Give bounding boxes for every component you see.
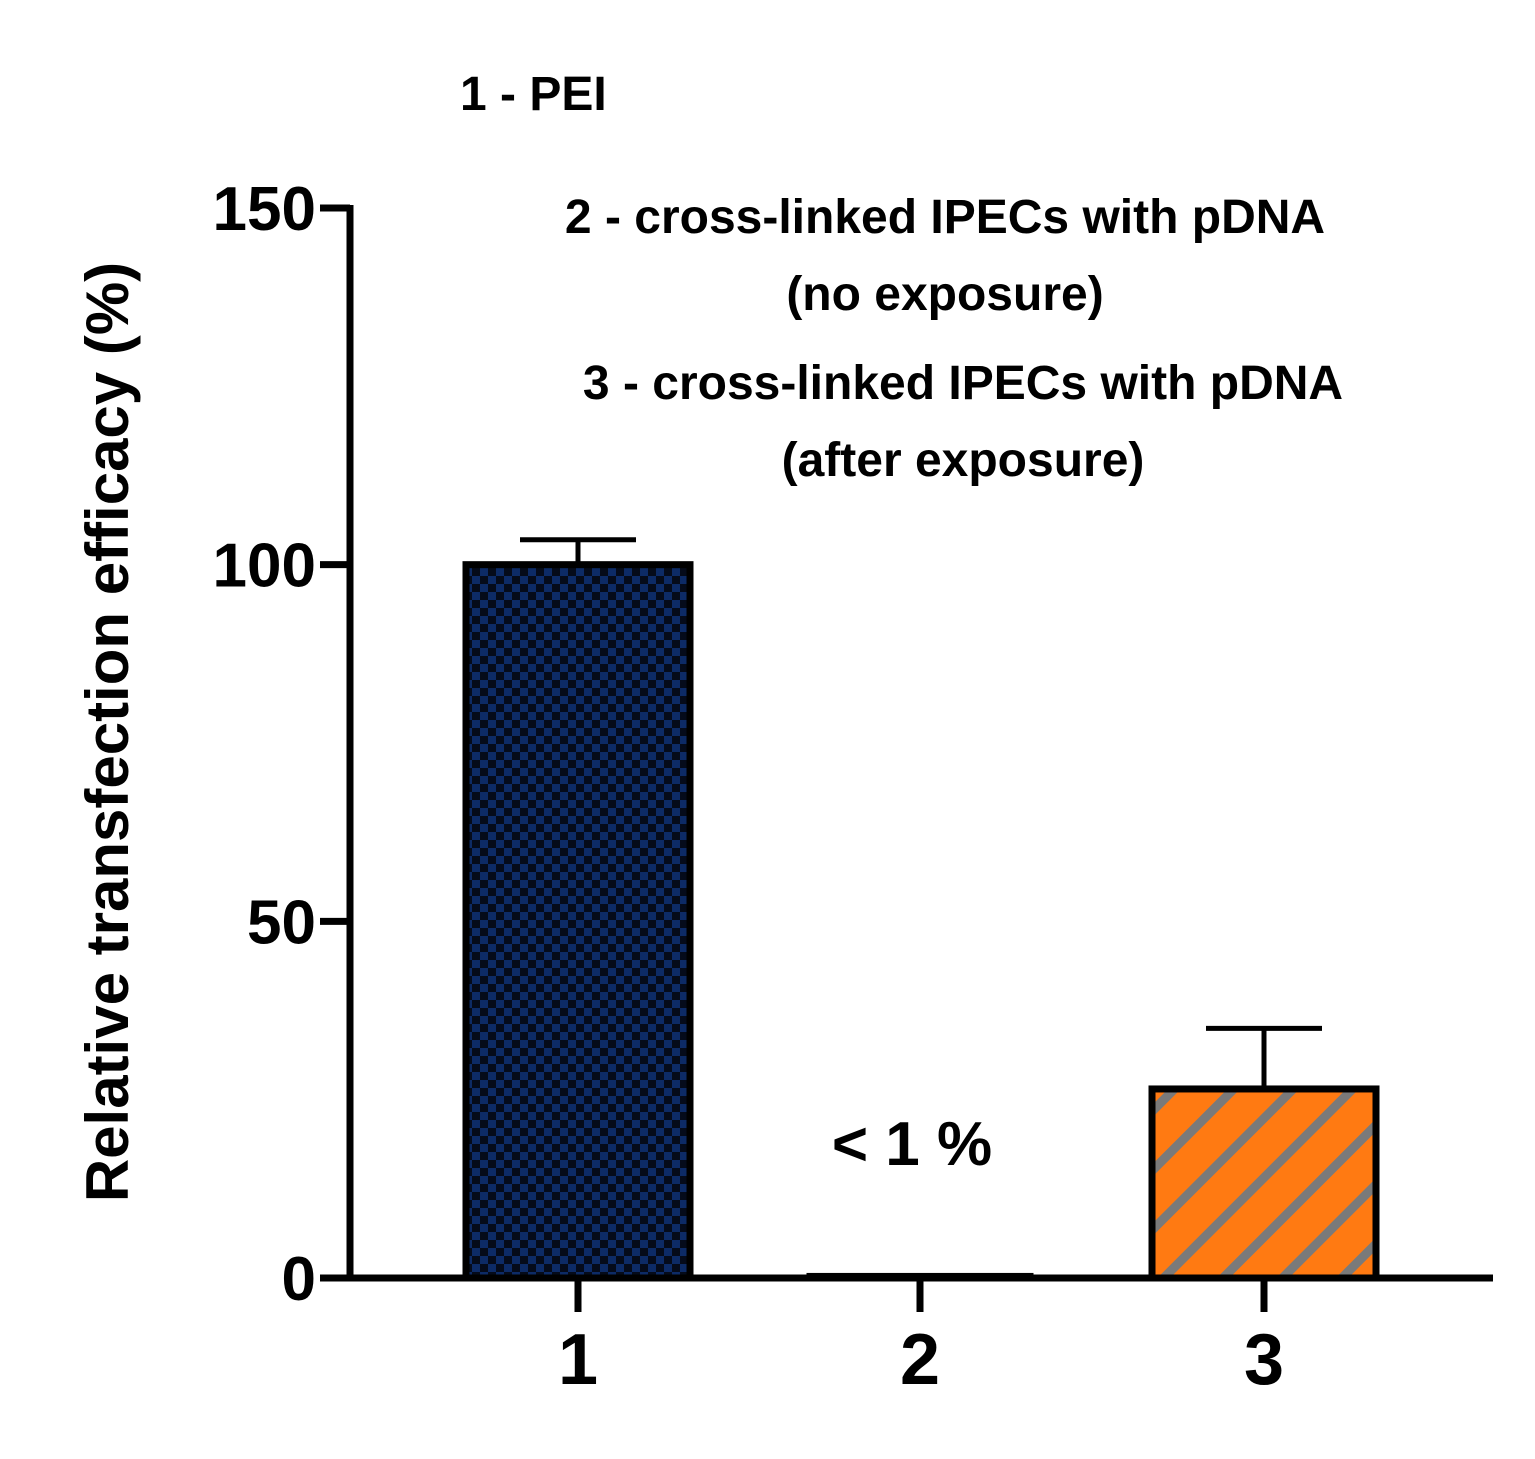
y-tick-label-0: 0: [282, 1245, 316, 1314]
x-tick-label-3: 3: [1244, 1320, 1284, 1400]
legend-line-5: (after exposure): [782, 434, 1145, 487]
y-axis-label: Relative transfection efficacy (%): [74, 262, 141, 1202]
bar-1: [462, 561, 694, 1282]
y-tick-label-150: 150: [213, 175, 316, 244]
x-tick-label-1: 1: [558, 1320, 598, 1400]
legend-line-4: 3 - cross-linked IPECs with pDNA: [583, 357, 1343, 410]
legend-line-3: (no exposure): [786, 268, 1103, 321]
y-tick-label-100: 100: [213, 532, 316, 601]
x-tick-label-2: 2: [900, 1320, 940, 1400]
bars-layer: [462, 561, 1380, 1282]
y-tick-label-50: 50: [247, 888, 316, 957]
axes-layer: 0 50 100 150 1 2 3: [213, 175, 1493, 1400]
annotation-less-than-1: < 1 %: [832, 1110, 992, 1179]
legend-line-2: 2 - cross-linked IPECs with pDNA: [565, 191, 1325, 244]
bar-3: [1148, 1085, 1380, 1282]
legend-line-1: 1 - PEI: [460, 68, 607, 121]
error-bars-layer: [520, 537, 1322, 1089]
